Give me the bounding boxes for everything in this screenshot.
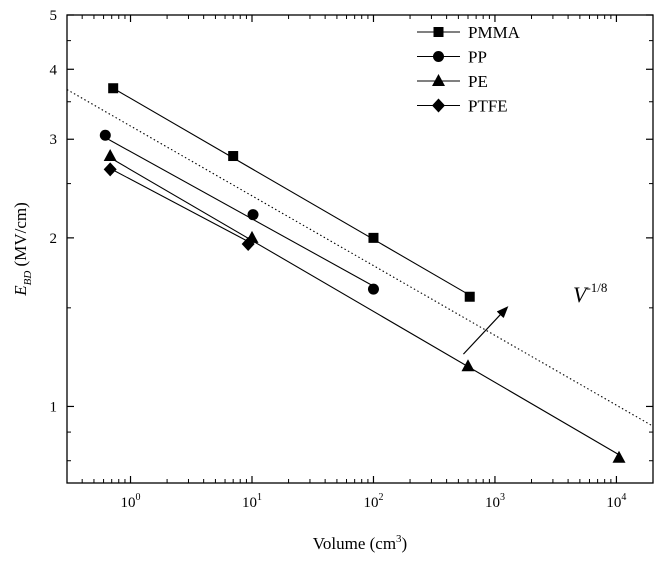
y-tick-label: 4 <box>50 62 58 78</box>
point-pp <box>99 129 111 141</box>
point-pmma <box>464 291 475 302</box>
legend-label-ptfe: PTFE <box>468 97 508 116</box>
x-tick-base: 10 <box>242 495 257 511</box>
point-pe <box>103 149 117 162</box>
legend-marker-pmma <box>433 27 444 37</box>
x-tick-base: 10 <box>606 495 621 511</box>
annotation: V-1/8 <box>462 280 607 355</box>
x-tick-exp: 4 <box>621 492 626 503</box>
x-tick-labels: 100 101 102 103 104 <box>121 492 627 511</box>
point-ptfe <box>103 162 117 177</box>
plot-frame <box>66 14 654 484</box>
data-points <box>99 83 626 463</box>
y-axis-title: EBD (MV/cm) <box>11 202 34 297</box>
legend-label-pmma: PMMA <box>468 23 521 42</box>
x-tick-exp: 3 <box>500 492 505 503</box>
x-tick-base: 10 <box>363 495 378 511</box>
x-tick-exp: 1 <box>257 492 262 503</box>
legend-marker-ptfe <box>432 98 445 113</box>
x-tick-base: 10 <box>485 495 500 511</box>
legend-label-pe: PE <box>468 72 488 91</box>
reference-line-v-1-8 <box>66 89 654 427</box>
legend-marker-pe <box>432 74 445 86</box>
x-axis-title: Volume (cm3) <box>313 533 407 553</box>
x-tick-label: 101 <box>242 492 262 511</box>
point-pp <box>367 283 379 295</box>
point-pe <box>612 450 626 463</box>
fit-line-ptfe <box>109 168 249 243</box>
y-tick-label: 3 <box>50 132 58 148</box>
annotation-arrow <box>462 306 509 355</box>
legend: PMMA PP PE PTFE <box>417 23 521 116</box>
x-tick-exp: 0 <box>136 492 141 503</box>
y-tick-label: 1 <box>50 399 58 415</box>
x-tick-label: 100 <box>121 492 141 511</box>
legend-marker-pp <box>433 51 444 62</box>
point-pp <box>247 209 259 221</box>
annotation-exp: -1/8 <box>586 280 607 295</box>
point-ptfe <box>241 237 255 252</box>
fit-lines <box>105 87 620 456</box>
x-tick-exp: 2 <box>378 492 383 503</box>
point-pmma <box>228 151 239 162</box>
y-tick-label: 2 <box>50 231 58 247</box>
legend-label-pp: PP <box>468 48 487 67</box>
point-pmma <box>108 83 119 94</box>
fit-line-pe <box>109 157 620 456</box>
x-tick-label: 103 <box>485 492 505 511</box>
y-tick-labels: 1 2 3 4 5 <box>50 8 58 415</box>
x-tick-base: 10 <box>121 495 136 511</box>
reference-line <box>66 89 654 427</box>
fit-line-pmma <box>112 87 471 296</box>
x-tick-label: 102 <box>363 492 383 511</box>
x-axis-title-sup: 3 <box>396 533 402 545</box>
y-tick-label: 5 <box>50 8 58 24</box>
point-pmma <box>368 232 379 243</box>
axis-ticks <box>66 14 654 483</box>
annotation-base: V <box>573 282 589 307</box>
annotation-label: V-1/8 <box>573 280 607 307</box>
point-pe <box>461 359 475 372</box>
x-tick-label: 104 <box>606 492 626 511</box>
fit-line-pp <box>105 137 374 287</box>
